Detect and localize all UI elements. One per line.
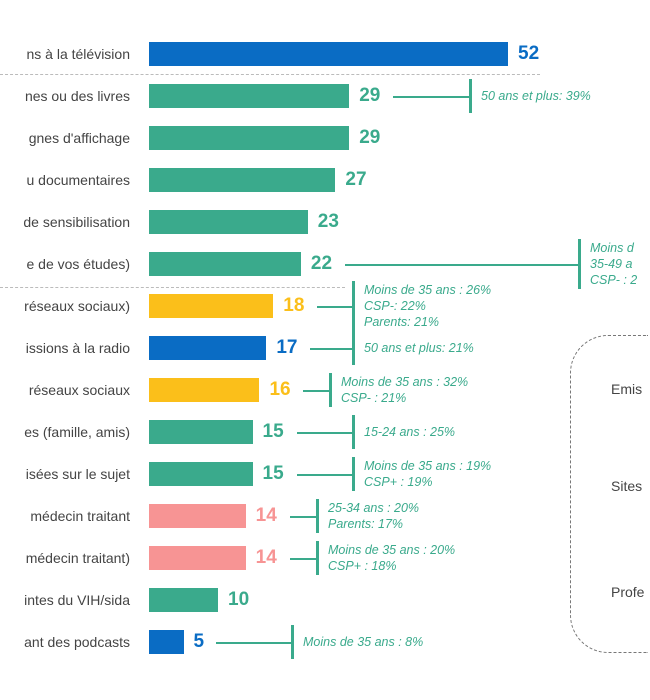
annotation-text: Moins de 35 ans : 19% xyxy=(364,459,492,473)
bar xyxy=(149,378,260,402)
leader-line xyxy=(215,642,291,644)
value-label: 18 xyxy=(283,295,305,316)
leader-line xyxy=(296,432,352,434)
bar xyxy=(149,126,350,150)
category-label: médecin traitant xyxy=(30,508,130,524)
annotation-text: CSP+ : 18% xyxy=(328,559,397,573)
annotation-tick xyxy=(578,239,581,289)
category-label: nes ou des livres xyxy=(24,88,130,104)
value-label: 23 xyxy=(317,211,339,232)
leader-line xyxy=(289,516,316,518)
annotation-text: Moins de 35 ans : 20% xyxy=(328,543,456,557)
annotation-text: Moins de 35 ans : 26% xyxy=(364,283,492,297)
bar xyxy=(149,336,267,360)
value-label: 22 xyxy=(310,253,333,274)
leader-line xyxy=(289,558,316,560)
category-label: u documentaires xyxy=(26,172,130,188)
value-label: 14 xyxy=(255,547,277,568)
value-label: 52 xyxy=(518,43,540,64)
separator-line xyxy=(0,74,540,75)
leader-line xyxy=(344,264,578,266)
leader-line xyxy=(296,474,352,476)
value-label: 29 xyxy=(359,85,381,106)
category-label: isées sur le sujet xyxy=(25,466,130,482)
value-label: 16 xyxy=(269,379,291,400)
annotation-text: Moins de 35 ans : 8% xyxy=(303,635,424,649)
annotation-tick xyxy=(352,415,355,449)
leader-line xyxy=(393,96,469,98)
category-label: ant des podcasts xyxy=(24,634,130,650)
side-box-item: Emis xyxy=(611,381,643,397)
separator-line xyxy=(0,287,345,288)
category-label: e de vos études) xyxy=(26,256,130,272)
annotation-text: 15-24 ans : 25% xyxy=(364,425,456,439)
annotation-tick xyxy=(352,457,355,491)
bar xyxy=(149,462,253,486)
bar xyxy=(149,420,253,444)
annotation-text: CSP-: 22% xyxy=(364,299,426,313)
annotation-text: 35-49 a xyxy=(590,257,633,271)
annotation-tick xyxy=(329,373,332,407)
annotation-text: 50 ans et plus: 21% xyxy=(364,341,474,355)
category-label: issions à la radio xyxy=(25,340,130,356)
annotation-tick xyxy=(316,541,319,575)
category-label: médecin traitant) xyxy=(25,550,130,566)
value-label: 29 xyxy=(359,127,381,148)
value-label: 14 xyxy=(255,505,277,526)
bar xyxy=(149,504,246,528)
bar xyxy=(149,294,274,318)
annotation-text: Parents: 21% xyxy=(364,315,440,329)
value-label: 27 xyxy=(345,169,367,190)
value-label: 10 xyxy=(228,589,250,610)
category-label: es (famille, amis) xyxy=(24,424,130,440)
annotation-text: 50 ans et plus: 39% xyxy=(481,89,591,103)
annotation-text: CSP- : 21% xyxy=(341,391,407,405)
category-label: de sensibilisation xyxy=(23,214,130,230)
category-label: réseaux sociaux) xyxy=(24,298,130,314)
leader-line xyxy=(303,390,329,392)
leader-line xyxy=(310,348,352,350)
side-box-item: Sites xyxy=(611,478,643,494)
annotation-text: Moins de 35 ans : 32% xyxy=(341,375,469,389)
annotation-tick xyxy=(352,331,355,365)
annotation-tick xyxy=(469,79,472,113)
annotation-text: 25-34 ans : 20% xyxy=(328,501,420,515)
category-label: réseaux sociaux xyxy=(28,382,130,398)
bar xyxy=(149,84,350,108)
value-label: 5 xyxy=(193,631,205,652)
value-label: 15 xyxy=(262,421,284,442)
bar xyxy=(149,210,308,234)
category-label: intes du VIH/sida xyxy=(24,592,130,608)
category-label: ns à la télévision xyxy=(26,46,130,62)
value-label: 17 xyxy=(276,337,298,358)
annotation-text: Parents: 17% xyxy=(328,517,404,531)
leader-line xyxy=(317,306,352,308)
annotation-text: CSP- : 2 xyxy=(590,273,638,287)
annotation-text: Moins d xyxy=(590,241,634,255)
annotation-tick xyxy=(316,499,319,533)
bar xyxy=(149,630,184,654)
bar xyxy=(149,168,336,192)
annotation-tick xyxy=(291,625,294,659)
value-label: 15 xyxy=(262,463,284,484)
bar xyxy=(149,546,246,570)
bar xyxy=(149,252,301,276)
category-label: gnes d'affichage xyxy=(28,130,130,146)
bar xyxy=(149,42,508,66)
annotation-tick xyxy=(352,281,355,331)
side-legend-box xyxy=(570,335,648,653)
bar xyxy=(149,588,219,612)
annotation-text: CSP+ : 19% xyxy=(364,475,433,489)
side-box-item: Profe xyxy=(611,584,645,600)
